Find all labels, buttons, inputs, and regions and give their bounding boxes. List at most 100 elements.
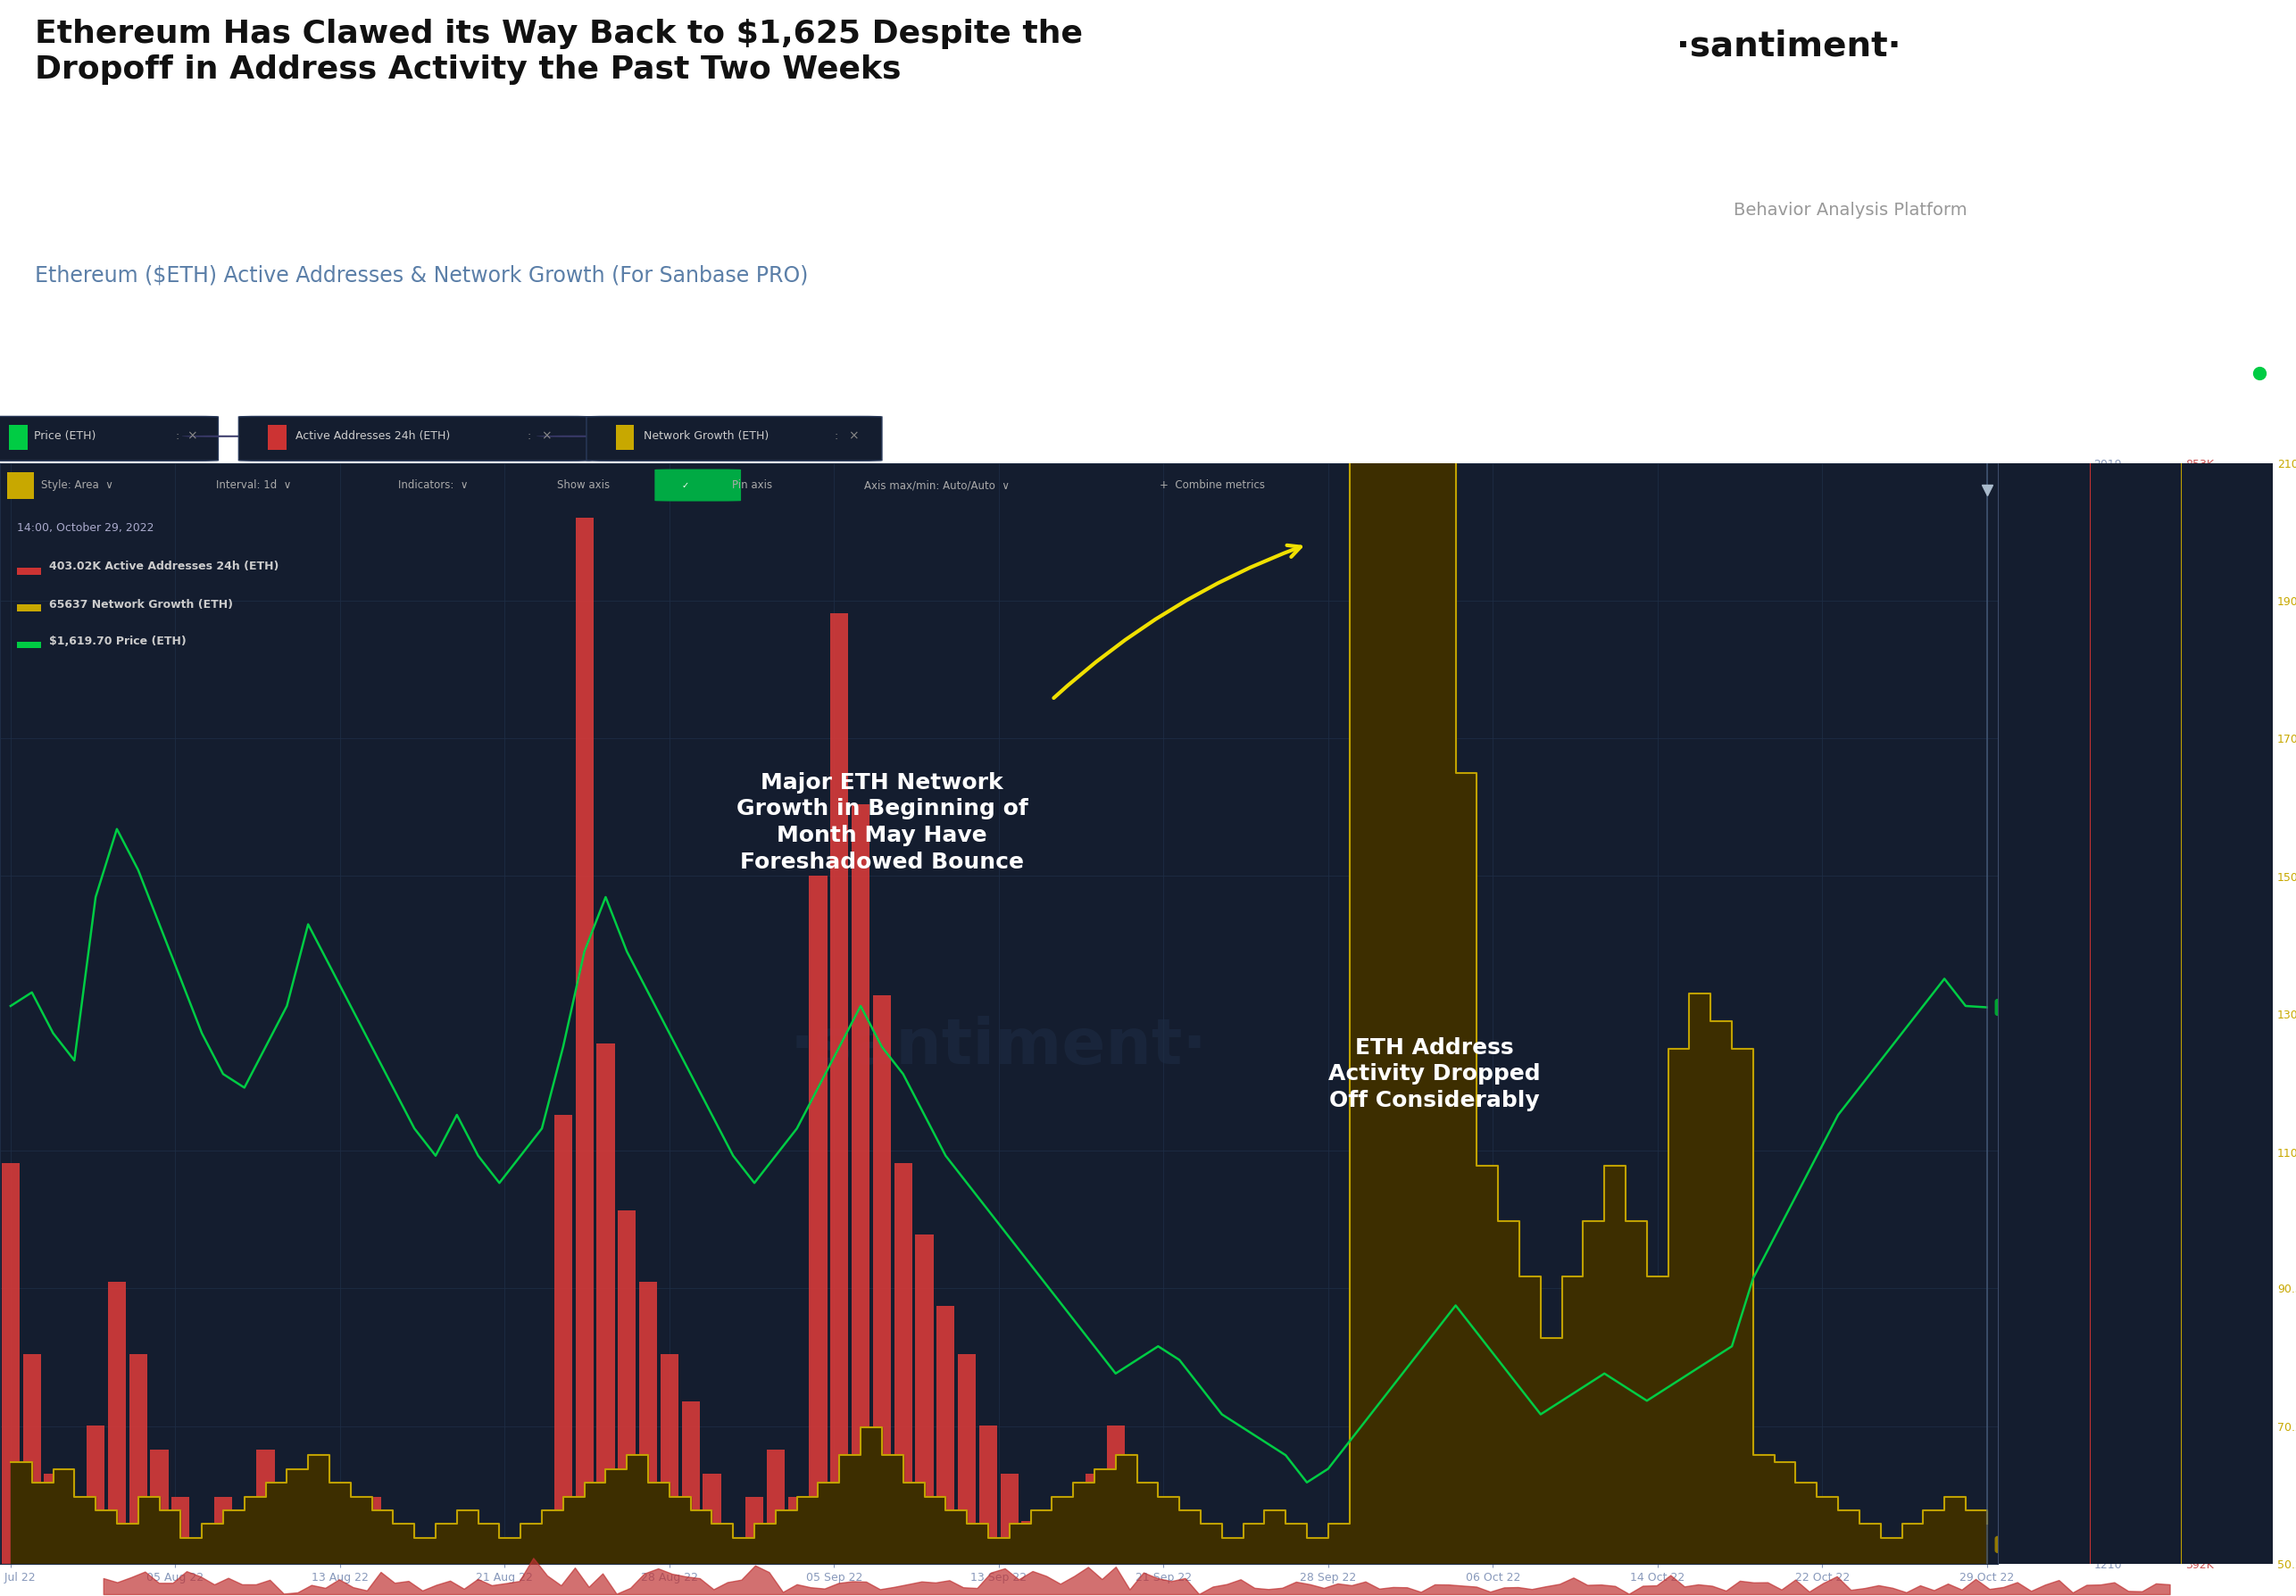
Text: Interval: 1d  ∨: Interval: 1d ∨	[216, 479, 292, 492]
Bar	[1212, 1564, 1231, 1596]
Bar	[788, 1497, 806, 1564]
Text: ·santiment·: ·santiment·	[1676, 29, 1901, 64]
Bar	[383, 1564, 402, 1569]
FancyBboxPatch shape	[654, 469, 742, 501]
Bar	[533, 1564, 551, 1596]
Bar	[1362, 1564, 1380, 1596]
Bar	[1701, 1564, 1720, 1596]
FancyBboxPatch shape	[239, 417, 590, 461]
Bar	[1022, 1521, 1040, 1564]
Bar	[1660, 1564, 1676, 1596]
Bar	[298, 1564, 317, 1596]
Bar	[1596, 1564, 1614, 1596]
Bar	[468, 1564, 487, 1596]
Bar	[87, 1425, 106, 1564]
Text: 14:00, October 29, 2022: 14:00, October 29, 2022	[16, 522, 154, 535]
Bar	[108, 1282, 126, 1564]
Bar	[553, 1116, 572, 1564]
Bar	[1171, 1564, 1189, 1596]
Text: Ethereum ($ETH) Active Addresses & Network Growth (For Sanbase PRO): Ethereum ($ETH) Active Addresses & Netwo…	[34, 265, 808, 286]
Text: Price (ETH): Price (ETH)	[34, 431, 96, 442]
Bar	[746, 1497, 762, 1564]
Bar	[1575, 1564, 1591, 1596]
Text: Ethereum Has Clawed its Way Back to $1,625 Despite the
Dropoff in Address Activi: Ethereum Has Clawed its Way Back to $1,6…	[34, 18, 1081, 85]
Bar	[1320, 1564, 1336, 1596]
Bar	[363, 1497, 381, 1564]
Bar	[321, 1564, 338, 1596]
Text: 403.02K Active Addresses 24h (ETH): 403.02K Active Addresses 24h (ETH)	[48, 560, 278, 571]
Bar	[64, 1545, 83, 1564]
Bar	[661, 1353, 677, 1564]
Text: ·santiment·: ·santiment·	[790, 1015, 1208, 1077]
Bar	[723, 1545, 742, 1564]
Bar	[1915, 1564, 1933, 1596]
Bar	[2, 1163, 21, 1564]
Text: Pin axis: Pin axis	[732, 479, 771, 492]
Bar	[1871, 1564, 1890, 1596]
Bar	[129, 1353, 147, 1564]
Bar	[9, 425, 28, 450]
Bar	[7, 472, 34, 498]
Bar	[1807, 1564, 1825, 1596]
Bar	[1042, 1564, 1061, 1569]
Bar	[1405, 1564, 1421, 1596]
Bar	[893, 1163, 912, 1564]
Bar	[1148, 1564, 1166, 1569]
Bar	[1107, 1425, 1125, 1564]
Text: Major ETH Network
Growth in Beginning of
Month May Have
Foreshadowed Bounce: Major ETH Network Growth in Beginning of…	[737, 772, 1029, 873]
Bar	[406, 1564, 422, 1596]
Bar	[831, 613, 850, 1564]
Bar	[1297, 1564, 1316, 1596]
Bar	[1192, 1564, 1210, 1596]
Text: :: :	[833, 431, 838, 442]
Bar	[1681, 1564, 1699, 1596]
Bar	[1063, 1564, 1081, 1593]
Bar	[278, 1564, 296, 1569]
Bar	[597, 1044, 615, 1564]
Bar	[576, 517, 592, 1564]
Circle shape	[537, 436, 618, 437]
Bar	[1426, 1564, 1444, 1596]
Bar	[852, 804, 870, 1564]
Bar	[1956, 1564, 1975, 1596]
Bar	[172, 1497, 191, 1564]
Bar	[16, 605, 41, 611]
Bar	[957, 1353, 976, 1564]
Text: Show axis: Show axis	[558, 479, 611, 492]
Bar	[1745, 1564, 1761, 1596]
Bar	[937, 1306, 955, 1564]
Text: :: :	[174, 431, 179, 442]
Text: Active Addresses 24h (ETH): Active Addresses 24h (ETH)	[296, 431, 450, 442]
Bar	[1277, 1564, 1295, 1596]
Bar	[1341, 1564, 1359, 1596]
Bar	[1786, 1564, 1805, 1596]
Bar	[491, 1564, 507, 1596]
Bar	[638, 1282, 657, 1564]
Bar	[193, 1564, 211, 1593]
Bar	[257, 1449, 276, 1564]
Text: 1622: 1622	[1998, 1002, 2030, 1013]
Bar	[618, 1210, 636, 1564]
Bar	[1001, 1473, 1019, 1564]
Bar	[1552, 1564, 1570, 1596]
Bar	[767, 1449, 785, 1564]
Bar	[978, 1425, 996, 1564]
Bar	[16, 568, 41, 575]
Bar	[16, 642, 41, 648]
Text: ×: ×	[186, 429, 197, 442]
Bar	[427, 1564, 445, 1593]
Bar	[1086, 1473, 1104, 1564]
FancyBboxPatch shape	[585, 417, 882, 461]
Bar	[872, 996, 891, 1564]
Text: :: :	[528, 431, 530, 442]
Bar	[1977, 1564, 1995, 1596]
Bar	[1490, 1564, 1506, 1596]
Bar	[512, 1564, 530, 1596]
Bar	[1616, 1564, 1635, 1596]
Text: Style: Area  ∨: Style: Area ∨	[41, 479, 113, 492]
Text: ETH Address
Activity Dropped
Off Considerably: ETH Address Activity Dropped Off Conside…	[1329, 1037, 1541, 1111]
Bar	[342, 1564, 360, 1593]
Bar	[1382, 1564, 1401, 1596]
Bar	[682, 1401, 700, 1564]
Text: Network Growth (ETH): Network Growth (ETH)	[643, 431, 769, 442]
